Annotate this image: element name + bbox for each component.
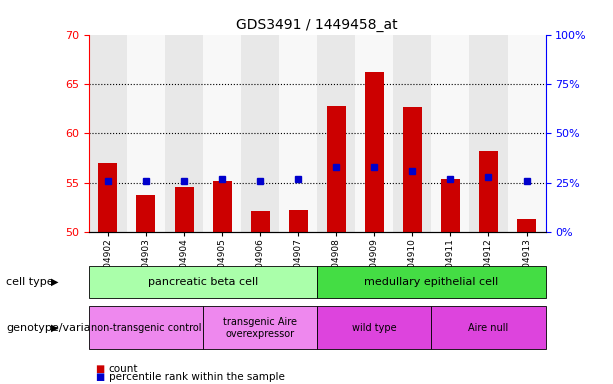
Bar bbox=[279, 35, 318, 232]
Text: ■: ■ bbox=[95, 372, 104, 382]
Bar bbox=[318, 35, 356, 232]
Bar bbox=[508, 35, 546, 232]
Bar bbox=[365, 72, 384, 232]
Bar bbox=[137, 195, 156, 232]
Bar bbox=[175, 187, 194, 232]
Bar bbox=[327, 106, 346, 232]
Text: ▶: ▶ bbox=[51, 277, 59, 287]
Bar bbox=[99, 163, 118, 232]
Bar bbox=[289, 210, 308, 232]
Text: genotype/variation: genotype/variation bbox=[6, 323, 112, 333]
Bar bbox=[517, 220, 536, 232]
Text: medullary epithelial cell: medullary epithelial cell bbox=[364, 277, 498, 287]
Text: cell type: cell type bbox=[6, 277, 54, 287]
Bar bbox=[127, 35, 165, 232]
Text: transgenic Aire
overexpressor: transgenic Aire overexpressor bbox=[223, 317, 297, 339]
Text: Aire null: Aire null bbox=[468, 323, 509, 333]
Bar bbox=[356, 35, 394, 232]
Text: count: count bbox=[109, 364, 138, 374]
Bar bbox=[251, 210, 270, 232]
Title: GDS3491 / 1449458_at: GDS3491 / 1449458_at bbox=[237, 18, 398, 32]
Bar bbox=[89, 35, 127, 232]
Bar bbox=[165, 35, 203, 232]
Text: ■: ■ bbox=[95, 364, 104, 374]
Bar bbox=[241, 35, 279, 232]
Text: wild type: wild type bbox=[352, 323, 397, 333]
Bar bbox=[203, 35, 241, 232]
Text: pancreatic beta cell: pancreatic beta cell bbox=[148, 277, 258, 287]
Bar bbox=[432, 35, 470, 232]
Text: ▶: ▶ bbox=[51, 323, 59, 333]
Bar bbox=[394, 35, 432, 232]
Bar bbox=[479, 151, 498, 232]
Bar bbox=[470, 35, 508, 232]
Bar bbox=[213, 181, 232, 232]
Text: percentile rank within the sample: percentile rank within the sample bbox=[109, 372, 284, 382]
Bar bbox=[441, 179, 460, 232]
Text: non-transgenic control: non-transgenic control bbox=[91, 323, 201, 333]
Bar bbox=[403, 107, 422, 232]
